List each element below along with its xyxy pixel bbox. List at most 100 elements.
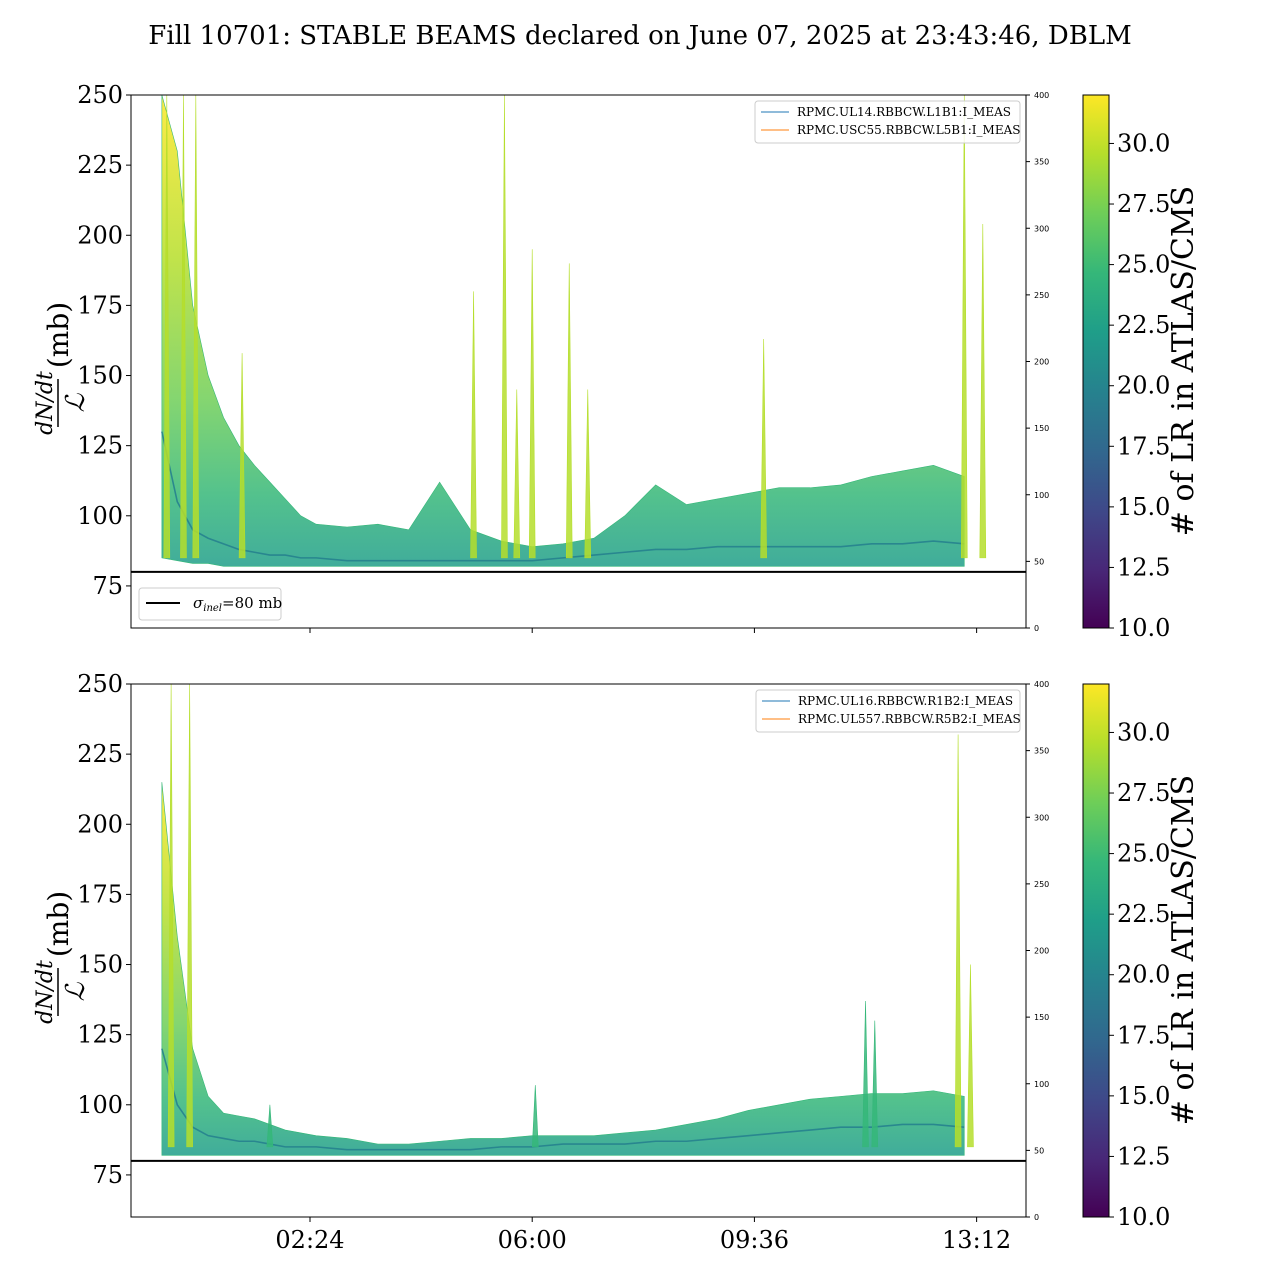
spike (180, 94, 187, 559)
y2-tick-label: 200 (1034, 947, 1049, 956)
x-tick-label: 09:36 (720, 1226, 789, 1254)
top-legend-entry-2: RPMC.USC55.RBBCW.L5B1:I_MEAS (797, 123, 1020, 137)
spike (192, 94, 200, 559)
colorbar-tick-label: 30.0 (1117, 718, 1170, 746)
spike (528, 249, 536, 559)
top-legend: RPMC.UL14.RBBCW.L1B1:I_MEAS RPMC.USC55.R… (754, 100, 1021, 144)
spike (167, 683, 175, 1148)
spike (513, 389, 521, 559)
bottom-colorbar-ticks: 10.0 12.5 15.0 17.5 20.0 22.5 25.0 27.5 30.0 (1109, 718, 1170, 1231)
colorbar-tick-label: 27.5 (1117, 190, 1170, 218)
y-tick-label: 150 (77, 951, 123, 979)
bottom-legend: RPMC.UL16.RBBCW.R1B2:I_MEAS RPMC.UL557.R… (755, 689, 1021, 733)
spike (954, 734, 962, 1148)
y2-tick-label: 300 (1034, 224, 1049, 233)
y-tick-label: 125 (77, 1021, 123, 1049)
x-tick-label: 13:12 (942, 1226, 1011, 1254)
y2-tick-label: 100 (1034, 1080, 1049, 1089)
bottom-y-ticks: 75 100 125 150 175 200 225 250 (77, 670, 131, 1189)
y-tick-label: 150 (77, 362, 123, 390)
threshold-value-text: =80 mb (222, 594, 282, 612)
top-colorbar-ticks: 10.0 12.5 15.0 17.5 20.0 22.5 25.0 27.5 30.0 (1109, 129, 1170, 642)
y2-tick-label: 50 (1034, 1146, 1044, 1155)
top-ylabel-denominator: ℒ (61, 392, 91, 412)
y-tick-label: 75 (92, 572, 123, 600)
x-tick-label: 06:00 (498, 1226, 567, 1254)
colorbar-tick-label: 22.5 (1117, 900, 1170, 928)
colorbar-tick-label: 10.0 (1117, 1203, 1170, 1231)
top-plot-marks (131, 94, 1026, 573)
spike (266, 1104, 274, 1148)
y-tick-label: 75 (92, 1161, 123, 1189)
y2-tick-label: 300 (1034, 813, 1049, 822)
spike (760, 339, 767, 559)
y-tick-label: 250 (77, 670, 123, 698)
bottom-ylabel-numerator: dN/dt (33, 960, 58, 1024)
bottom-legend-box (755, 689, 1021, 733)
colorbar-tick-label: 17.5 (1117, 432, 1170, 460)
colorbar-tick-label: 22.5 (1117, 311, 1170, 339)
bottom-colorbar-label: # of LR in ATLAS/CMS (1166, 775, 1201, 1125)
colorbar-tick-label: 20.0 (1117, 961, 1170, 989)
spike (967, 964, 974, 1148)
colorbar-tick-label: 17.5 (1117, 1021, 1170, 1049)
spike (163, 94, 171, 559)
bottom-y2-ticks: 0 50 100 150 200 250 300 350 400 (1026, 680, 1049, 1222)
bottom-plot-marks (131, 683, 1026, 1162)
top-ylabel-numerator: dN/dt (33, 371, 58, 435)
threshold-legend-label: σinel=80 mb (193, 594, 282, 614)
colorbar-tick-label: 10.0 (1117, 614, 1170, 642)
y2-tick-label: 0 (1034, 624, 1039, 633)
y2-tick-label: 250 (1034, 291, 1049, 300)
spike (862, 1000, 869, 1148)
top-y-ticks: 75 100 125 150 175 200 225 250 (77, 81, 131, 600)
threshold-symbol: σ (193, 594, 204, 612)
colorbar-tick-label: 27.5 (1117, 779, 1170, 807)
top-colorbar: 10.0 12.5 15.0 17.5 20.0 22.5 25.0 27.5 30.0 # o… (1082, 94, 1201, 642)
bottom-colorbar-bar (1082, 683, 1110, 1218)
x-tick-label: 02:24 (275, 1226, 344, 1254)
top-y-axis-label: dN/dt ℒ (mb) (33, 302, 91, 435)
y-tick-label: 175 (77, 291, 123, 319)
spike (501, 94, 508, 559)
y2-tick-label: 200 (1034, 358, 1049, 367)
bottom-legend-entry-2: RPMC.UL557.RBBCW.R5B2:I_MEAS (798, 712, 1021, 726)
y2-tick-label: 0 (1034, 1213, 1039, 1222)
colorbar-tick-label: 30.0 (1117, 129, 1170, 157)
top-y2-ticks: 0 50 100 150 200 250 300 350 400 (1026, 91, 1049, 633)
top-colorbar-bar (1082, 94, 1110, 629)
signal-band (161, 782, 965, 1156)
y2-tick-label: 250 (1034, 880, 1049, 889)
y2-tick-label: 400 (1034, 91, 1049, 100)
y2-tick-label: 150 (1034, 1013, 1049, 1022)
spike (470, 291, 477, 559)
y-tick-label: 175 (77, 880, 123, 908)
top-legend-box (754, 100, 1021, 144)
bottom-x-ticks: 02:24 06:00 09:36 13:12 (275, 1217, 1011, 1254)
bottom-y-axis-label: dN/dt ℒ (mb) (33, 891, 91, 1024)
spike (565, 263, 573, 559)
y2-tick-label: 50 (1034, 557, 1044, 566)
spike (979, 224, 987, 559)
top-legend-entry-1: RPMC.UL14.RBBCW.L1B1:I_MEAS (797, 105, 1011, 119)
spike (531, 1085, 539, 1148)
threshold-subscript: inel (203, 603, 222, 614)
signal-band (161, 94, 965, 567)
y2-tick-label: 400 (1034, 680, 1049, 689)
bottom-panel: 75 100 125 150 175 200 225 250 0 50 100 150 200 250 3… (33, 670, 1201, 1254)
colorbar-tick-label: 15.0 (1117, 493, 1170, 521)
y-tick-label: 100 (77, 502, 123, 530)
y2-tick-label: 350 (1034, 747, 1049, 756)
y-tick-label: 200 (77, 810, 123, 838)
top-ylabel-unit: (mb) (42, 302, 75, 368)
y2-tick-label: 150 (1034, 424, 1049, 433)
colorbar-tick-label: 12.5 (1117, 553, 1170, 581)
y2-tick-label: 350 (1034, 158, 1049, 167)
bottom-ylabel-denominator: ℒ (61, 981, 91, 1001)
chart-title: Fill 10701: STABLE BEAMS declared on Jun… (148, 21, 1131, 51)
bottom-legend-entry-1: RPMC.UL16.RBBCW.R1B2:I_MEAS (798, 694, 1013, 708)
top-panel: 75 100 125 150 175 200 225 250 0 50 100 150 200 250 3… (33, 81, 1201, 642)
spike (584, 389, 592, 559)
median-line (161, 1048, 965, 1151)
